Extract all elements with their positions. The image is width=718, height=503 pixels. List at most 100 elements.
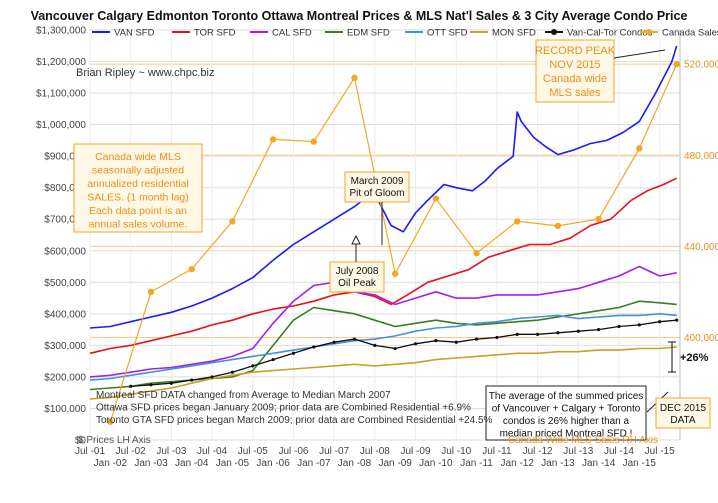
- series-point-canada-sales: [229, 218, 236, 225]
- left-tick-label: $300,000: [44, 341, 86, 352]
- footnotes: Montreal SFD DATA changed from Average t…: [96, 390, 493, 426]
- record-peak-line: NOV 2015: [549, 59, 600, 71]
- x-tick-label: Jan -13: [541, 458, 575, 469]
- mls-annotation-line: annualized residential: [87, 178, 189, 190]
- series-line-ott-sfd: [89, 312, 677, 381]
- series-point-van-cal-tor-condos: [576, 329, 580, 333]
- x-tick-label: Jan -05: [216, 458, 250, 469]
- series-point-van-cal-tor-condos: [312, 345, 316, 349]
- summed-prices-box: [485, 385, 647, 441]
- series-line-cal-sfd: [89, 265, 677, 378]
- right-axis-title: Canada Wide MLS Sales RH Axis: [508, 435, 658, 446]
- x-tick-label: Jul -11: [482, 446, 512, 457]
- mls-annotation-line: seasonally adjusted: [92, 165, 184, 177]
- march-2009-box: [344, 171, 410, 203]
- series-point-van-cal-tor-condos: [373, 343, 377, 347]
- series-point-canada-sales: [432, 195, 440, 202]
- chart-title: Vancouver Calgary Edmonton Toronto Ottaw…: [31, 9, 688, 23]
- x-tick-label: Jul -07: [319, 446, 349, 457]
- march-2009-line: Pit of Gloom: [349, 188, 404, 199]
- legend-label-mon-sfd: MON SFD: [492, 28, 536, 39]
- series-line-tor-sfd: [89, 177, 678, 355]
- series-line-van-cal-tor-condos: [130, 319, 677, 388]
- series-point-van-cal-tor-condos: [129, 384, 133, 388]
- legend-label-ott-sfd: OTT SFD: [427, 28, 468, 39]
- july-2008-box: [329, 261, 385, 293]
- x-tick-label: Jul -05: [238, 446, 268, 457]
- legend-label-cal-sfd: CAL SFD: [272, 28, 312, 39]
- series-point-van-cal-tor-condos: [190, 378, 194, 382]
- x-tick-label: Jan -08: [338, 458, 372, 469]
- series-line-canada-sales: [109, 63, 678, 422]
- series-point-van-cal-tor-condos: [169, 381, 173, 385]
- left-tick-label: $500,000: [44, 278, 86, 289]
- legend-marker-canada-sales: [646, 29, 652, 35]
- x-tick-label: Jan -02: [94, 458, 128, 469]
- series-point-van-cal-tor-condos: [149, 383, 153, 387]
- series-point-canada-sales: [595, 215, 602, 223]
- series-point-van-cal-tor-condos: [515, 332, 519, 336]
- x-tick-label: Jan -10: [419, 458, 453, 469]
- record-peak-line: Canada wide: [543, 73, 607, 85]
- x-tick-label: Jul -14: [604, 446, 634, 457]
- x-tick-label: Jul -08: [360, 446, 390, 457]
- x-tick-label: Jul -01: [75, 446, 105, 457]
- series-point-van-cal-tor-condos: [210, 375, 214, 379]
- x-tick-label: Jan -04: [175, 458, 209, 469]
- x-tick-label: Jan -07: [297, 458, 331, 469]
- x-tick-label: Jan -12: [501, 458, 535, 469]
- mls-annotation-line: Canada wide MLS: [95, 151, 181, 163]
- legend: VAN SFD TOR SFD CAL SFD EDM SFD OTT SFD MON S…: [92, 28, 718, 39]
- left-tick-label: $1,200,000: [36, 57, 86, 68]
- left-tick-label: $1,300,000: [36, 26, 86, 37]
- series-point-van-cal-tor-condos: [352, 337, 357, 341]
- summed-prices-line: The average of the summed prices: [489, 391, 644, 402]
- x-tick-label: Jul -06: [278, 446, 308, 457]
- series-point-van-cal-tor-condos: [637, 323, 641, 327]
- x-tick-label: Jul -12: [523, 446, 553, 457]
- series-point-canada-sales: [188, 265, 195, 273]
- summed-prices-line: median priced Montreal SFD !: [500, 429, 633, 440]
- series-point-van-cal-tor-condos: [617, 324, 621, 329]
- series-layer: [89, 45, 680, 425]
- left-tick-label: $200,000: [44, 372, 86, 383]
- legend-label-van-cal-tor-condos: Van-Cal-Tor Condos: [567, 28, 653, 39]
- x-axis: Jul -01 Jul -02 Jul -03 Jul -04 Jul -05 Jul -…: [75, 446, 675, 469]
- series-point-van-cal-tor-condos: [393, 346, 397, 351]
- x-tick-label: Jul -03: [156, 446, 186, 457]
- left-tick-label: $100,000: [44, 404, 86, 415]
- mls-annotation-line: SALES. (1 month lag): [87, 192, 189, 204]
- series-point-canada-sales: [269, 136, 277, 143]
- x-tick-label: Jul -13: [563, 446, 593, 457]
- record-peak-box: [535, 39, 615, 103]
- record-peak-line: RECORD PEAK: [535, 45, 616, 57]
- series-line-mon-sfd: [89, 346, 677, 400]
- left-tick-label: $400,000: [44, 309, 86, 320]
- record-peak-annotation: RECORD PEAK NOV 2015 Canada wide MLS sales: [535, 39, 666, 103]
- series-line-van-sfd: [89, 45, 678, 329]
- mls-annotation-box: [73, 143, 203, 233]
- footnote-line: Montreal SFD DATA changed from Average t…: [96, 390, 391, 401]
- march-2009-line: March 2009: [351, 176, 404, 187]
- series-point-van-cal-tor-condos: [474, 337, 479, 341]
- series-point-van-cal-tor-condos: [597, 328, 601, 332]
- series-point-canada-sales: [391, 270, 399, 277]
- x-tick-label: Jan -09: [378, 458, 412, 469]
- record-peak-line: MLS sales: [549, 87, 601, 99]
- x-tick-label: Jul -04: [197, 446, 227, 457]
- series-point-van-cal-tor-condos: [434, 339, 438, 343]
- right-axis: 400,000 440,000 480,000 520,000: [684, 60, 718, 344]
- x-tick-label: Jul -09: [401, 446, 431, 457]
- legend-label-tor-sfd: TOR SFD: [194, 28, 236, 39]
- july-2008-line: Oil Peak: [338, 278, 377, 289]
- series-point-van-cal-tor-condos: [230, 370, 235, 374]
- left-tick-label: $700,000: [44, 215, 86, 226]
- dec-2015-line: DEC 2015: [660, 403, 707, 414]
- left-tick-label: $1,000,000: [36, 120, 86, 131]
- right-tick-label: 520,000: [684, 60, 718, 71]
- summed-prices-annotation: The average of the summed prices of Vanco…: [485, 385, 669, 441]
- legend-label-van-sfd: VAN SFD: [114, 28, 155, 39]
- dec-2015-box: [655, 397, 711, 429]
- series-point-canada-sales: [554, 222, 562, 230]
